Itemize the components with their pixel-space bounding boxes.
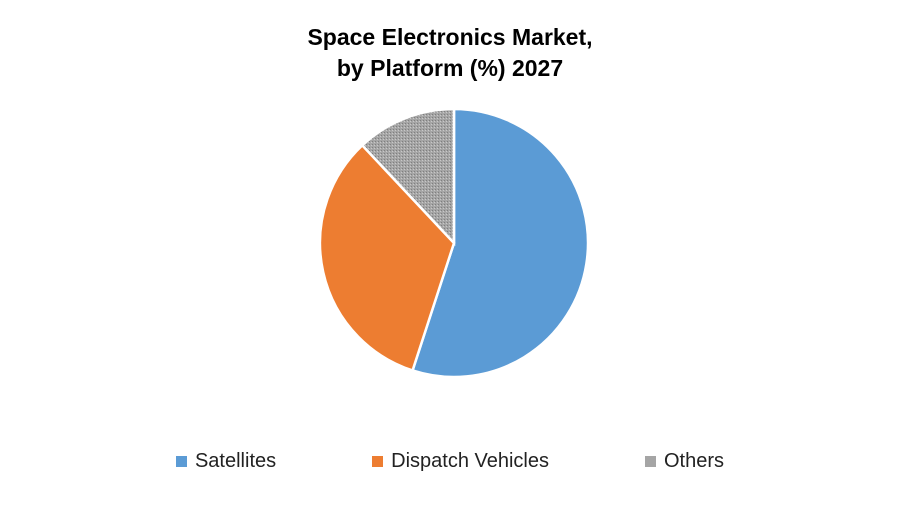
legend: Satellites Dispatch Vehicles Others — [0, 450, 900, 473]
pie-slice-satellites — [411, 107, 590, 379]
legend-label: Dispatch Vehicles — [391, 450, 549, 472]
legend-swatch — [372, 456, 384, 467]
legend-swatch — [175, 456, 187, 467]
legend-swatch — [645, 456, 656, 467]
title-line-2: by Platform (%) 2027 — [336, 55, 564, 81]
legend-label: Satellites — [194, 450, 277, 472]
pie-slice-others — [360, 107, 456, 247]
title-line-1: Space Electronics Market, — [307, 24, 593, 50]
legend-item: Satellites — [175, 450, 277, 473]
chart-title: Space Electronics Market, by Platform (%… — [0, 22, 900, 84]
legend-item: Dispatch Vehicles — [372, 450, 549, 473]
legend-label: Others — [664, 450, 725, 472]
pie-slice-dispatch-vehicles — [318, 143, 456, 373]
legend-item: Others — [645, 450, 724, 473]
